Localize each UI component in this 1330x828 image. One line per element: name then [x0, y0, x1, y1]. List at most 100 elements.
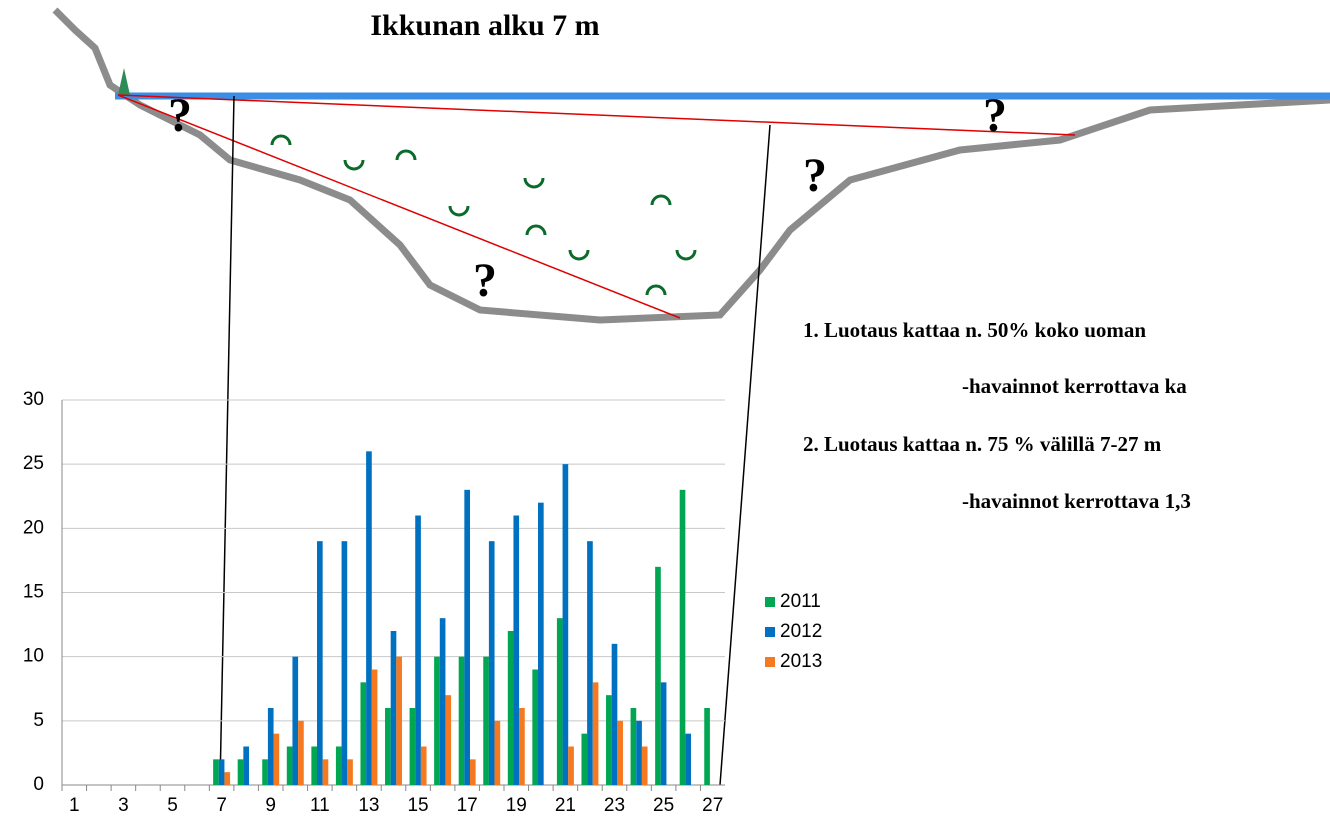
bar [336, 747, 342, 786]
x-tick-label: 27 [702, 795, 723, 816]
bar [563, 464, 569, 785]
y-tick-label: 20 [23, 517, 44, 538]
bar [470, 759, 476, 785]
legend-swatch [765, 657, 775, 667]
legend-label: 2013 [780, 651, 822, 672]
y-tick-label: 15 [23, 582, 44, 603]
x-tick-label: 23 [604, 795, 625, 816]
legend-swatch [765, 597, 775, 607]
bar [445, 695, 451, 785]
bar [617, 721, 623, 785]
x-tick-label: 11 [310, 795, 330, 816]
question-mark: ? [803, 149, 827, 202]
bar [385, 708, 391, 785]
bar [347, 759, 353, 785]
bar [636, 721, 642, 785]
bar [661, 682, 667, 785]
bar [532, 670, 538, 786]
y-tick-label: 10 [23, 646, 44, 667]
bar [213, 759, 219, 785]
note: 2. Luotaus kattaa n. 75 % välillä 7-27 m [803, 432, 1162, 456]
bar [219, 759, 225, 785]
bar [642, 747, 648, 786]
note: 1. Luotaus kattaa n. 50% koko uoman [803, 318, 1146, 342]
y-tick-label: 5 [33, 710, 44, 731]
bar [323, 759, 329, 785]
x-tick-label: 21 [555, 795, 576, 816]
legend-swatch [765, 627, 775, 637]
bar [459, 657, 465, 785]
slide: Ikkunan alku 7 m ? ? ? ? 1. Luotaus katt… [0, 0, 1330, 828]
x-tick-label: 9 [265, 795, 276, 816]
bar [421, 747, 427, 786]
bar [593, 682, 599, 785]
y-tick-label: 30 [23, 389, 44, 410]
sonar-beam [118, 95, 680, 318]
bar [495, 721, 501, 785]
legend-label: 2011 [780, 591, 821, 612]
bar [612, 644, 618, 785]
bar [587, 541, 593, 785]
bar [415, 516, 421, 786]
bar [489, 541, 495, 785]
bar [224, 772, 230, 785]
x-tick-label: 19 [506, 795, 527, 816]
legend-label: 2012 [780, 621, 822, 642]
bar [238, 759, 244, 785]
question-mark: ? [168, 89, 192, 142]
riverbed [55, 10, 1330, 320]
bar [292, 657, 298, 785]
bar [391, 631, 397, 785]
bar [311, 747, 317, 786]
bar [631, 708, 637, 785]
x-tick-label: 13 [358, 795, 379, 816]
x-tick-label: 3 [118, 795, 129, 816]
bar [655, 567, 661, 785]
title: Ikkunan alku 7 m [370, 9, 599, 42]
note: -havainnot kerrottava ka [962, 374, 1187, 398]
question-mark: ? [473, 254, 497, 307]
page: {"diagram": {"title": "Ikkunan alku 7 m"… [0, 0, 1330, 828]
x-tick-label: 7 [216, 795, 227, 816]
bar [519, 708, 525, 785]
bar [342, 541, 348, 785]
window-line [220, 96, 234, 785]
x-tick-label: 1 [69, 795, 80, 816]
bar [274, 734, 280, 785]
window-line [720, 125, 770, 785]
bar [440, 618, 446, 785]
bar [538, 503, 544, 785]
bar [557, 618, 563, 785]
question-mark: ? [983, 89, 1007, 142]
bar [298, 721, 304, 785]
bar [464, 490, 470, 785]
bar [508, 631, 514, 785]
bar [243, 747, 249, 786]
bar [372, 670, 378, 786]
x-tick-label: 25 [653, 795, 674, 816]
bar [287, 747, 293, 786]
bar [704, 708, 710, 785]
bar [317, 541, 323, 785]
bar [360, 682, 366, 785]
bar [483, 657, 489, 785]
bar [410, 708, 416, 785]
y-tick-label: 25 [23, 453, 44, 474]
bar [366, 451, 372, 785]
x-tick-label: 17 [457, 795, 478, 816]
x-tick-label: 15 [407, 795, 428, 816]
bar [680, 490, 686, 785]
bar [685, 734, 691, 785]
bar [396, 657, 402, 785]
sonar-beam [118, 95, 1075, 135]
bar [268, 708, 274, 785]
bar [568, 747, 574, 786]
bar [262, 759, 268, 785]
bar [434, 657, 440, 785]
bar [606, 695, 612, 785]
bar [581, 734, 587, 785]
x-tick-label: 5 [167, 795, 178, 816]
y-tick-label: 0 [33, 774, 44, 795]
note: -havainnot kerrottava 1,3 [962, 489, 1191, 513]
bar [513, 516, 519, 786]
